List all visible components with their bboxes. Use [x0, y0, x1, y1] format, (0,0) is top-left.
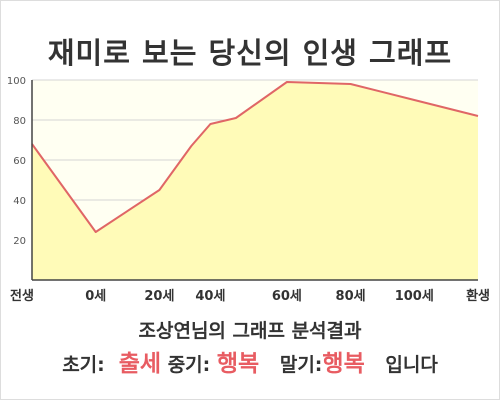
x-tick-label: 20세 [144, 289, 174, 304]
x-tick-label: 80세 [336, 289, 366, 304]
mid-value: 행복 [216, 351, 260, 377]
analysis-result: 초기: 출세 중기: 행복 말기:행복 입니다 [0, 348, 500, 381]
x-tick-label: 40세 [195, 289, 225, 304]
y-tick-label: 20 [13, 236, 26, 247]
analysis-title: 조상연님의 그래프 분석결과 [138, 320, 362, 342]
x-tick-label: 60세 [272, 289, 302, 304]
area-fill [32, 82, 478, 280]
y-tick-label: 100 [7, 76, 26, 87]
x-tick-label: 전생 [10, 288, 34, 304]
x-axis-ticks: 전생 0세 20세 40세 60세 80세 100세 환생 [10, 288, 490, 304]
early-label: 초기: [62, 354, 105, 376]
mid-label: 중기: [167, 354, 211, 376]
early-value: 출세 [118, 351, 162, 377]
y-tick-label: 40 [13, 196, 26, 207]
x-tick-label: 100세 [395, 289, 434, 304]
x-tick-label: 환생 [466, 288, 490, 304]
y-tick-label: 60 [13, 156, 26, 167]
ending-text: 입니다 [385, 354, 438, 376]
late-value: 행복 [322, 351, 365, 377]
x-tick-label: 0세 [85, 289, 106, 304]
series-line [31, 81, 479, 233]
late-label: 말기: [279, 354, 323, 376]
chart-title: 재미로 보는 당신의 인생 그래프 [47, 36, 453, 70]
y-tick-label: 80 [13, 116, 26, 127]
y-axis-ticks: 20 40 60 80 100 [7, 76, 26, 247]
